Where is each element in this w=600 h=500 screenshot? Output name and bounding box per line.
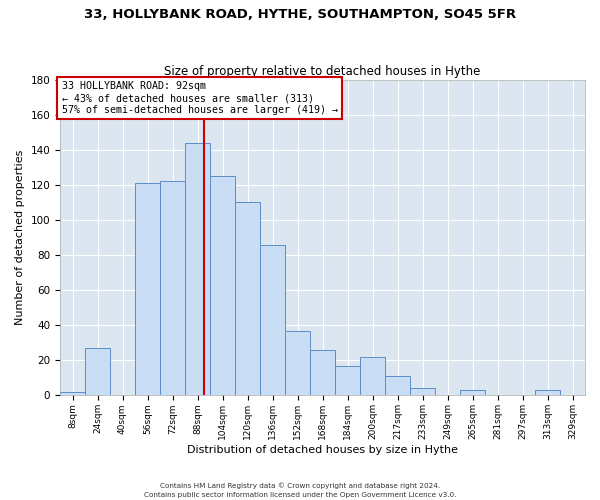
Bar [60, 392, 85, 396]
Bar [385, 376, 410, 396]
Bar [85, 348, 110, 396]
Bar [535, 390, 560, 396]
Bar [260, 244, 285, 396]
Bar [460, 390, 485, 396]
Bar [135, 183, 160, 396]
Text: Contains HM Land Registry data © Crown copyright and database right 2024.
Contai: Contains HM Land Registry data © Crown c… [144, 482, 456, 498]
Text: 33, HOLLYBANK ROAD, HYTHE, SOUTHAMPTON, SO45 5FR: 33, HOLLYBANK ROAD, HYTHE, SOUTHAMPTON, … [84, 8, 516, 20]
Text: 33 HOLLYBANK ROAD: 92sqm
← 43% of detached houses are smaller (313)
57% of semi-: 33 HOLLYBANK ROAD: 92sqm ← 43% of detach… [62, 82, 338, 114]
Y-axis label: Number of detached properties: Number of detached properties [15, 150, 25, 325]
Bar [410, 388, 435, 396]
Bar [285, 330, 310, 396]
X-axis label: Distribution of detached houses by size in Hythe: Distribution of detached houses by size … [187, 445, 458, 455]
Bar [360, 357, 385, 396]
Title: Size of property relative to detached houses in Hythe: Size of property relative to detached ho… [164, 66, 481, 78]
Bar [160, 182, 185, 396]
Bar [310, 350, 335, 396]
Bar [210, 176, 235, 396]
Bar [335, 366, 360, 396]
Bar [185, 143, 210, 396]
Bar [235, 202, 260, 396]
